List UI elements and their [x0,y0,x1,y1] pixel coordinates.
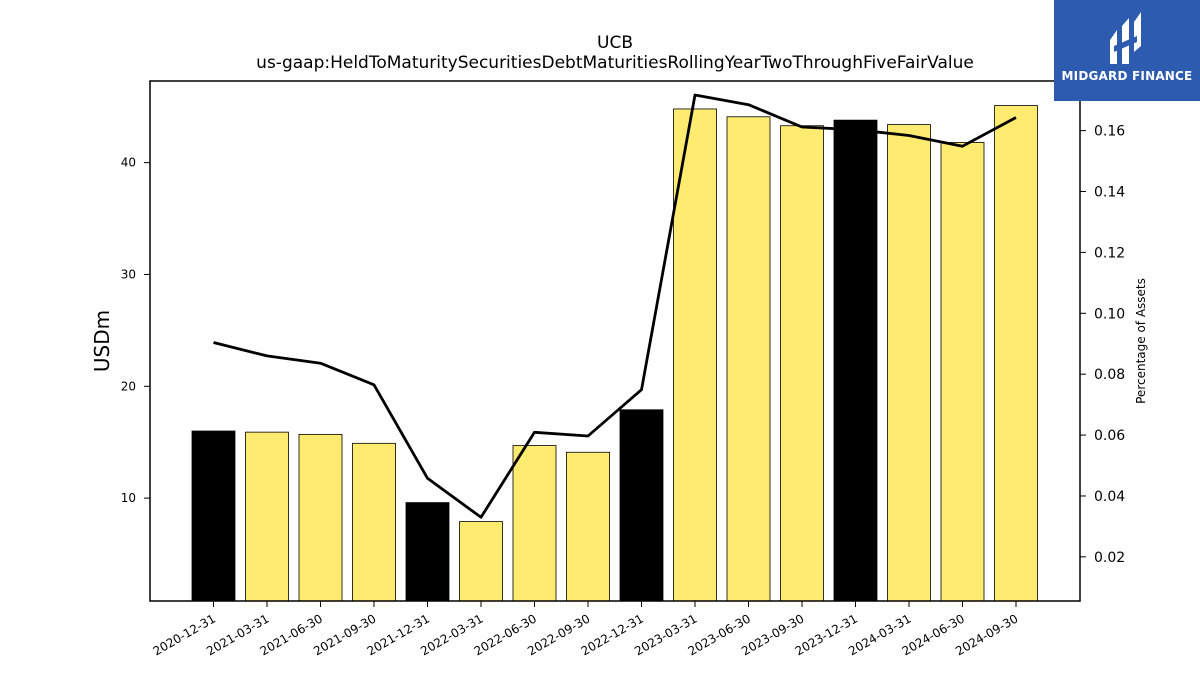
bar-2021-03-31 [245,431,289,602]
bar-2023-06-30 [726,116,771,602]
percentage-line [213,93,1017,519]
y2-tick-label: 0.14 [1094,185,1125,201]
y2-tick-label: 0.10 [1094,306,1125,322]
y-tick-label: 40 [121,156,136,170]
bar-2023-12-31 [833,119,878,602]
bar-2022-09-30 [566,451,610,602]
bar-2021-09-30 [352,442,396,602]
midgard-finance-logo: MIDGARD FINANCE [1054,0,1200,101]
y2-tick-label: 0.06 [1094,428,1125,444]
y-tick-label: 20 [121,379,136,393]
y-tick-label: 30 [121,267,136,281]
chart-subtitle: us-gaap:HeldToMaturitySecuritiesDebtMatu… [256,53,974,73]
logo-text: MIDGARD FINANCE [1061,69,1193,83]
bar-2022-03-31 [459,521,503,602]
bar-2024-03-31 [887,124,931,602]
y-axis-label: USDm [90,310,114,372]
bar-2023-09-30 [780,125,824,602]
y2-tick-label: 0.16 [1094,124,1125,140]
x-axis: 2020-12-312021-03-312021-06-302021-09-30… [151,601,1021,658]
bar-2023-03-31 [673,108,717,602]
bar-2021-06-30 [298,433,343,602]
y-tick-label: 10 [121,491,136,505]
y2-tick-label: 0.04 [1094,489,1125,505]
y2-axis-label: Percentage of Assets [1134,278,1148,404]
percentage-line-path [213,93,1017,519]
bar-2022-06-30 [512,445,557,602]
y-axis-right: 0.02 0.04 0.06 0.08 0.10 0.12 0.14 0.16 [1080,124,1125,566]
bar-2020-12-31 [191,430,236,602]
bar-2022-12-31 [619,409,664,602]
bar-2021-12-31 [405,502,450,602]
y2-tick-label: 0.02 [1094,550,1125,566]
y-axis-left: 10 20 30 40 [121,156,150,505]
y2-tick-label: 0.08 [1094,367,1125,383]
bar-2024-09-30 [994,105,1038,602]
plot-frame [149,80,1081,602]
bars [191,105,1038,602]
bar-2024-06-30 [940,142,985,602]
chart-title: UCB [597,33,633,53]
y2-tick-label: 0.12 [1094,245,1125,261]
midgard-logo-icon [1110,12,1141,64]
